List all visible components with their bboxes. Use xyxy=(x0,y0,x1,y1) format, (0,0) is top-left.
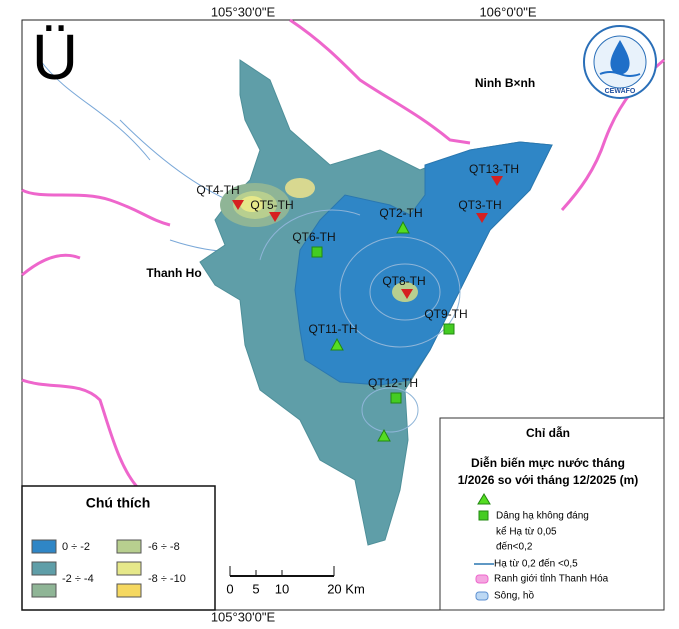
scale-label: 0 xyxy=(226,581,233,596)
legend-label: 0 ÷ -2 xyxy=(62,541,90,553)
contour xyxy=(259,209,461,433)
legend-swatch xyxy=(31,561,57,576)
legend-swatch xyxy=(116,561,142,576)
legend-symbol xyxy=(475,574,489,584)
legend-symbol xyxy=(475,591,489,601)
station-label: QT13-TH xyxy=(469,162,519,176)
legend-label: Dâng hạ không đáng xyxy=(496,511,589,522)
marker-rise xyxy=(330,337,344,351)
station-label: QT3-TH xyxy=(458,198,501,212)
scale-bar xyxy=(229,566,335,577)
place-label: Thanh Ho xyxy=(146,266,201,280)
station-label: QT11-TH xyxy=(308,322,357,336)
station-label: QT5-TH xyxy=(250,198,293,212)
coordinate-label: 105°30'0"E xyxy=(211,4,276,19)
marker-decline xyxy=(476,213,488,223)
legend-symbol xyxy=(477,493,491,505)
legend-swatch xyxy=(31,583,57,598)
marker-decline xyxy=(269,212,281,222)
scale-label: 10 xyxy=(275,581,289,596)
coordinate-label: 105°30'0"E xyxy=(211,609,276,624)
marker-stable xyxy=(390,392,402,404)
north-arrow: Ü xyxy=(32,21,78,93)
legend-label: kể Hạ từ 0,05 xyxy=(496,526,557,538)
scale-label: 20 Km xyxy=(327,581,365,596)
legend-swatch xyxy=(116,539,142,554)
legend-label: -8 ÷ -10 xyxy=(148,573,186,585)
legend-symbol xyxy=(478,510,489,521)
place-label: Ninh B×nh xyxy=(475,76,535,90)
zone-0-2 xyxy=(294,141,553,386)
legend-title: Chú thích xyxy=(86,495,151,511)
coordinate-label: 106°0'0"E xyxy=(479,4,536,19)
legend-label: Ranh giới tỉnh Thanh Hóa xyxy=(494,573,609,585)
station-label: QT6-TH xyxy=(292,230,335,244)
marker-stable xyxy=(443,323,455,335)
station-label: QT8-TH xyxy=(382,274,425,288)
logo-text: CEWAFO xyxy=(605,88,636,95)
legend-title: Chỉ dẫn xyxy=(526,425,570,440)
legend-label: -2 ÷ -4 xyxy=(62,573,94,585)
zone-8-10 xyxy=(240,196,264,212)
marker-stable xyxy=(311,246,323,258)
zone-6-8 xyxy=(285,178,315,198)
legend-label: Sông, hồ xyxy=(494,590,534,602)
marker-rise xyxy=(377,428,391,442)
legend-swatch xyxy=(116,583,142,598)
station-label: QT12-TH xyxy=(368,376,418,390)
legend-label: -6 ÷ -8 xyxy=(148,541,180,553)
legend-label: Hạ từ 0,2 đến <0,5 xyxy=(494,558,578,570)
station-label: QT9-TH xyxy=(424,307,467,321)
station-markers xyxy=(232,176,503,442)
legend-subtitle: 1/2026 so với tháng 12/2025 (m) xyxy=(458,473,639,487)
legend-swatch xyxy=(31,539,57,554)
marker-decline xyxy=(401,289,413,299)
logo: CEWAFO xyxy=(583,25,657,99)
marker-rise xyxy=(396,220,410,234)
scale-label: 5 xyxy=(252,581,259,596)
marker-decline xyxy=(232,200,244,210)
legend-label: đến<0,2 xyxy=(496,541,533,553)
marker-decline xyxy=(491,176,503,186)
legend-subtitle: Diễn biến mực nước tháng xyxy=(471,455,625,470)
station-label: QT4-TH xyxy=(196,183,239,197)
station-label: QT2-TH xyxy=(379,206,422,220)
